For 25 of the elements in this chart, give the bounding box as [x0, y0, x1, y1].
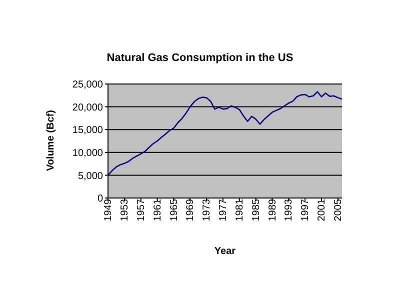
- x-tick-label: 1969: [185, 198, 196, 222]
- x-tick-label: 1993: [284, 198, 295, 222]
- x-tick-label: 2001: [316, 198, 328, 222]
- line-series: [108, 91, 342, 176]
- x-tick-label: 1953: [120, 198, 131, 222]
- y-tick-label: 5,000: [78, 170, 104, 182]
- chart-title: Natural Gas Consumption in the US: [106, 52, 294, 64]
- x-axis-title: Year: [214, 246, 236, 257]
- y-tick-label: 15,000: [72, 125, 104, 136]
- y-tick-label: 25,000: [72, 80, 104, 91]
- x-tick-label: 1989: [267, 198, 278, 222]
- y-axis-title: Volume (Bcf): [46, 110, 57, 171]
- x-tick-label: 2005: [332, 198, 344, 222]
- x-tick-label: 1981: [234, 198, 246, 222]
- y-tick-label: 10,000: [72, 148, 104, 159]
- x-tick-label: 1977: [218, 198, 230, 222]
- x-tick-label: 1965: [168, 198, 180, 222]
- x-tick-label: 1961: [152, 198, 164, 222]
- x-tick-label: 1985: [250, 198, 262, 222]
- y-tick-label: 0: [97, 194, 104, 205]
- y-tick-label: 20,000: [72, 102, 104, 114]
- x-tick-label: 1997: [300, 198, 312, 222]
- x-tick-label: 1949: [103, 198, 114, 222]
- x-tick-label: 1973: [202, 198, 213, 222]
- x-tick-label: 1957: [136, 198, 147, 222]
